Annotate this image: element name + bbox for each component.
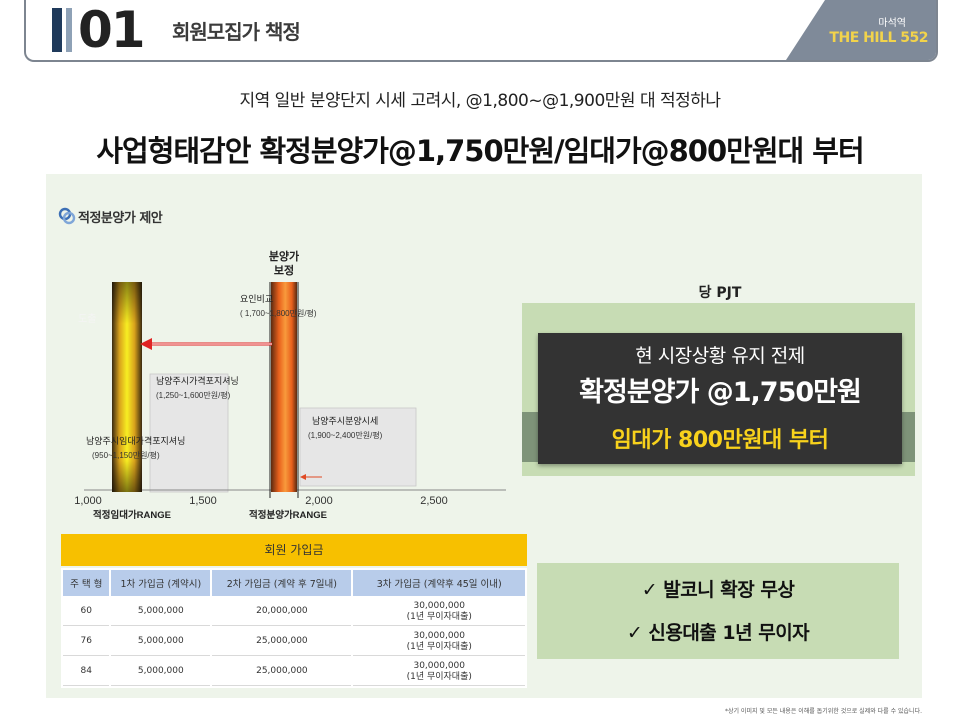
range-label-sale: 적정분양가RANGE — [249, 509, 327, 521]
header-accent-bar — [52, 8, 62, 52]
bar-sale-adjusted — [271, 282, 297, 492]
brand-subtitle: 마석역 — [878, 18, 906, 29]
table-cell: 25,000,000 — [212, 658, 352, 686]
table-cell: 5,000,000 — [111, 628, 211, 656]
table-cell-type: 84 — [63, 658, 110, 686]
table-row: 76 5,000,000 25,000,000 30,000,000 (1년 무이… — [63, 628, 525, 656]
brand-badge: 마석역 THE HILL 552 — [786, 0, 936, 60]
subline: 지역 일반 분양단지 시세 고려시, @1,800~@1,900만원 대 적정하… — [239, 91, 721, 111]
range-label-lease: 적정임대가RANGE — [93, 509, 171, 521]
table-cell: 20,000,000 — [212, 598, 352, 626]
bar-right-label-1: 분양가 — [269, 249, 299, 263]
table-cell: 5,000,000 — [111, 598, 211, 626]
table-cell-amount: 30,000,000 — [413, 600, 465, 611]
bar-lease-derived-shade — [112, 282, 142, 492]
pjt-lease-price: 임대가 800만원대 부터 — [611, 428, 829, 453]
box-market-title: 남양주시분양시세 — [312, 416, 378, 426]
benefit-loan: ✓ 신용대출 1년 무이자 — [626, 622, 810, 644]
table-header: 2차 가입금 (계약 후 7일내) — [212, 570, 352, 596]
x-tick-label: 2,000 — [305, 495, 333, 507]
table-header: 1차 가입금 (계약시) — [111, 570, 211, 596]
table-cell-note: (1년 무이자대출) — [406, 641, 472, 652]
comparison-arrow-head — [140, 338, 152, 350]
table-cell: 30,000,000 (1년 무이자대출) — [353, 658, 525, 686]
section-title: 회원모집가 책정 — [172, 20, 301, 44]
box-lease-range: (950~1,150만원/평) — [92, 450, 160, 460]
table-cell: 30,000,000 (1년 무이자대출) — [353, 598, 525, 626]
table-cell-type: 76 — [63, 628, 110, 656]
bar-left-label: 도출 — [78, 313, 96, 325]
table-cell-note: (1년 무이자대출) — [406, 611, 472, 622]
pjt-label: 당 PJT — [698, 285, 742, 301]
table-cell: 30,000,000 (1년 무이자대출) — [353, 628, 525, 656]
table-row: 84 5,000,000 25,000,000 30,000,000 (1년 무이… — [63, 658, 525, 686]
table-cell-amount: 30,000,000 — [413, 630, 465, 641]
box-lease-title: 남양주시임대가격포지셔닝 — [86, 435, 185, 446]
table-cell-note: (1년 무이자대출) — [406, 671, 472, 682]
table-cell-amount: 30,000,000 — [413, 660, 465, 671]
market-pointer-head — [300, 474, 306, 480]
brand-name: THE HILL 552 — [829, 30, 928, 46]
x-tick-label: 1,500 — [189, 495, 217, 507]
table-header-row: 주 택 형 1차 가입금 (계약시) 2차 가입금 (계약 후 7일내) 3차 … — [63, 570, 525, 596]
table-header: 주 택 형 — [63, 570, 110, 596]
section-number: 01 — [78, 1, 146, 59]
pjt-highlight-box — [538, 333, 902, 464]
x-tick-label: 1,000 — [74, 495, 102, 507]
annotation-factor-range: ( 1,700~1,800만원/평) — [240, 308, 317, 318]
box-price-range: (1,250~1,600만원/평) — [156, 390, 231, 400]
table-cell: 25,000,000 — [212, 628, 352, 656]
box-price-title: 남양주시가격포지셔닝 — [156, 375, 239, 386]
box-market-price — [299, 407, 417, 487]
table-row: 60 5,000,000 20,000,000 30,000,000 (1년 무이… — [63, 598, 525, 626]
fees-table-title: 회원 가입금 — [61, 534, 527, 566]
x-tick-label: 2,500 — [420, 495, 448, 507]
table-cell: 5,000,000 — [111, 658, 211, 686]
pjt-sale-price: 확정분양가 @1,750만원 — [579, 377, 862, 408]
table-cell-type: 60 — [63, 598, 110, 626]
footnote: *상기 이미지 및 모든 내용은 이해를 돕기위한 것으로 실제와 다를 수 있… — [724, 708, 922, 715]
fees-table: 주 택 형 1차 가입금 (계약시) 2차 가입금 (계약 후 7일내) 3차 … — [61, 568, 527, 688]
header-accent-bar-light — [66, 8, 72, 52]
link-icon — [58, 207, 76, 225]
section-header: 01 회원모집가 책정 마석역 THE HILL 552 — [24, 0, 938, 62]
annotation-factor: 요인비교 — [240, 294, 273, 304]
benefits-box — [537, 563, 899, 659]
box-market-range: (1,900~2,400만원/평) — [308, 430, 383, 440]
box-price-position — [149, 373, 229, 493]
benefit-balcony: ✓ 발코니 확장 무상 — [641, 579, 795, 601]
bar-right-label-2: 보정 — [274, 263, 294, 277]
headline: 사업형태감안 확정분양가@1,750만원/임대가@800만원대 부터 — [96, 134, 864, 168]
chart-title: 적정분양가 제안 — [78, 211, 163, 226]
price-chart: 도출 분양가 보정 요인비교 ( 1,700~1,800만원/평) 남양주시가격… — [74, 249, 506, 521]
pjt-condition: 현 시장상황 유지 전제 — [635, 345, 805, 367]
table-header: 3차 가입금 (계약후 45일 이내) — [353, 570, 525, 596]
